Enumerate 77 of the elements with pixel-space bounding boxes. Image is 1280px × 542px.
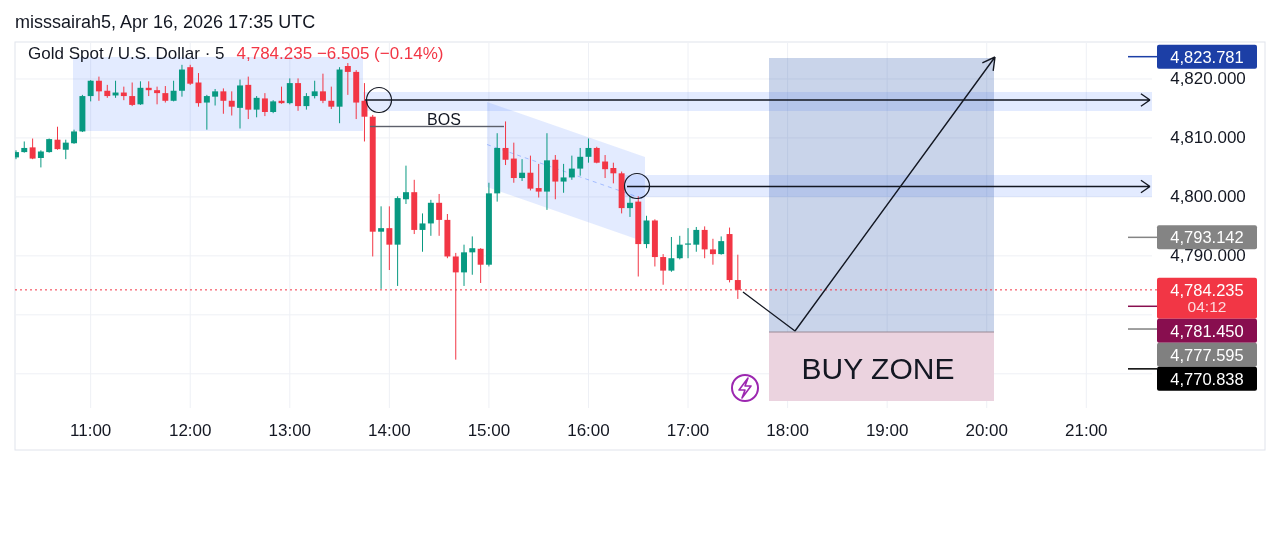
x-tick-label: 11:00 — [70, 420, 112, 440]
candlestick — [701, 225, 708, 259]
chart-title: Gold Spot / U.S. Dollar · 5 — [28, 44, 225, 63]
candlestick — [344, 62, 351, 96]
candlestick — [261, 92, 268, 117]
candlestick — [602, 154, 609, 179]
candlestick — [577, 147, 584, 177]
candlestick — [685, 227, 692, 259]
ref-line-label: 4,823.781 — [1170, 47, 1244, 66]
candlestick — [319, 73, 326, 104]
candlestick — [427, 199, 434, 237]
candlestick — [212, 88, 219, 106]
candlestick — [220, 87, 227, 115]
candlestick — [154, 86, 161, 105]
ref-line-label: 4,793.142 — [1170, 228, 1244, 247]
candlestick — [627, 195, 633, 218]
candlestick — [253, 95, 260, 118]
x-tick-label: 18:00 — [766, 420, 809, 440]
candlestick — [693, 226, 700, 253]
candlestick — [552, 154, 559, 200]
annotation: BOS — [427, 110, 461, 128]
candlestick — [519, 158, 526, 182]
x-tick-label: 12:00 — [168, 420, 212, 440]
candlestick — [436, 193, 443, 237]
y-tick-label: 4,810.000 — [1170, 128, 1246, 148]
candlestick — [295, 77, 302, 112]
candlestick — [709, 238, 716, 266]
candlestick — [676, 235, 683, 260]
candlestick — [502, 120, 509, 166]
candlestick — [328, 86, 335, 110]
candlestick — [419, 212, 426, 253]
candlestick — [95, 76, 102, 102]
candlestick — [527, 155, 534, 191]
y-tick-label: 4,820.000 — [1170, 69, 1246, 89]
ref-line-label: 4,777.595 — [1170, 345, 1244, 364]
text: misssairah5, Apr 16, 2026 17:35 UTC — [15, 12, 316, 32]
candlestick — [660, 253, 667, 286]
candlestick — [129, 82, 136, 107]
candlestick — [62, 139, 69, 160]
candlestick — [137, 80, 144, 106]
candlestick — [286, 77, 293, 105]
candlestick — [386, 205, 393, 271]
candlestick — [187, 64, 194, 86]
candlestick — [461, 244, 467, 287]
x-tick-label: 15:00 — [467, 420, 511, 440]
candlestick — [668, 236, 675, 273]
candlestick — [477, 247, 484, 284]
candlestick — [403, 165, 409, 205]
x-tick-label: 14:00 — [368, 420, 411, 440]
x-tick-label: 16:00 — [567, 420, 610, 440]
candlestick — [560, 163, 567, 194]
y-tick-label: 4,800.000 — [1170, 187, 1246, 207]
x-tick-label: 17:00 — [666, 420, 710, 440]
x-tick-label: 21:00 — [1065, 420, 1108, 440]
candlestick — [237, 79, 243, 129]
candlestick — [203, 94, 210, 131]
candlestick — [568, 155, 575, 181]
y-tick-label: 4,790.000 — [1170, 246, 1246, 266]
candlestick — [361, 82, 368, 142]
candlestick — [610, 162, 617, 184]
candlestick — [535, 163, 542, 198]
ref-line-label: 4,784.235 04:12 — [1170, 280, 1244, 316]
candlestick — [37, 149, 44, 168]
x-tick-label: 20:00 — [965, 420, 1008, 440]
candlestick — [469, 235, 476, 276]
chart-subtitle: 4,784.235 −6.505 (−0.14%) — [236, 44, 444, 63]
candlestick — [178, 64, 185, 98]
candlestick — [228, 90, 235, 117]
ref-line-label: 4,781.450 — [1170, 321, 1244, 340]
x-tick-label: 13:00 — [268, 420, 312, 440]
candlestick — [87, 79, 94, 102]
ref-line-label: 4,770.838 — [1170, 369, 1244, 388]
candlestick — [378, 205, 385, 290]
annotation: BUY ZONE — [801, 351, 955, 385]
x-tick-label: 19:00 — [865, 420, 909, 440]
candlestick — [718, 235, 725, 256]
candlestick — [510, 142, 517, 184]
